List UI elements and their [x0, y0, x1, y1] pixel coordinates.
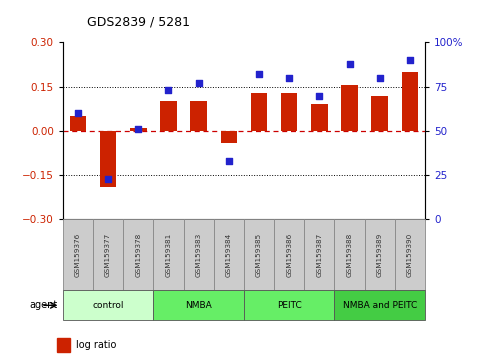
Text: GSM159390: GSM159390	[407, 233, 413, 277]
Text: GSM159381: GSM159381	[166, 233, 171, 277]
FancyBboxPatch shape	[123, 219, 154, 290]
Bar	[221, 131, 237, 143]
FancyBboxPatch shape	[395, 219, 425, 290]
Bar	[190, 102, 207, 131]
Point	[74, 110, 82, 116]
FancyBboxPatch shape	[154, 219, 184, 290]
Text: GDS2839 / 5281: GDS2839 / 5281	[87, 15, 190, 28]
Bar	[57, 338, 71, 352]
Bar	[100, 131, 116, 187]
Point	[195, 80, 202, 86]
Point	[165, 87, 172, 93]
Point	[255, 72, 263, 77]
Point	[285, 75, 293, 81]
Point	[376, 75, 384, 81]
FancyBboxPatch shape	[213, 219, 244, 290]
Text: GSM159384: GSM159384	[226, 233, 232, 277]
FancyBboxPatch shape	[304, 219, 334, 290]
Text: GSM159388: GSM159388	[347, 233, 353, 277]
Text: PEITC: PEITC	[277, 301, 301, 310]
Text: GSM159386: GSM159386	[286, 233, 292, 277]
Text: GSM159389: GSM159389	[377, 233, 383, 277]
FancyBboxPatch shape	[365, 219, 395, 290]
Text: GSM159377: GSM159377	[105, 233, 111, 277]
Bar	[281, 93, 298, 131]
FancyBboxPatch shape	[63, 219, 93, 290]
FancyBboxPatch shape	[334, 219, 365, 290]
FancyBboxPatch shape	[334, 290, 425, 320]
Bar	[160, 102, 177, 131]
Text: NMBA: NMBA	[185, 301, 212, 310]
Text: GSM159378: GSM159378	[135, 233, 141, 277]
FancyBboxPatch shape	[244, 290, 334, 320]
FancyBboxPatch shape	[184, 219, 213, 290]
FancyBboxPatch shape	[63, 290, 154, 320]
Bar	[251, 93, 267, 131]
Bar	[130, 128, 146, 131]
Point	[315, 93, 323, 98]
Bar	[402, 72, 418, 131]
Bar	[311, 104, 327, 131]
Text: agent: agent	[30, 300, 58, 310]
Point	[134, 126, 142, 132]
Text: control: control	[92, 301, 124, 310]
Bar	[371, 96, 388, 131]
Text: GSM159387: GSM159387	[316, 233, 322, 277]
Point	[225, 158, 233, 164]
Bar	[341, 85, 358, 131]
Point	[406, 57, 414, 63]
FancyBboxPatch shape	[274, 219, 304, 290]
Text: log ratio: log ratio	[76, 340, 116, 350]
Text: NMBA and PEITC: NMBA and PEITC	[342, 301, 417, 310]
FancyBboxPatch shape	[93, 219, 123, 290]
Point	[346, 61, 354, 67]
Text: GSM159376: GSM159376	[75, 233, 81, 277]
FancyBboxPatch shape	[154, 290, 244, 320]
Point	[104, 176, 112, 182]
Text: GSM159383: GSM159383	[196, 233, 201, 277]
Text: GSM159385: GSM159385	[256, 233, 262, 277]
FancyBboxPatch shape	[244, 219, 274, 290]
Bar	[70, 116, 86, 131]
